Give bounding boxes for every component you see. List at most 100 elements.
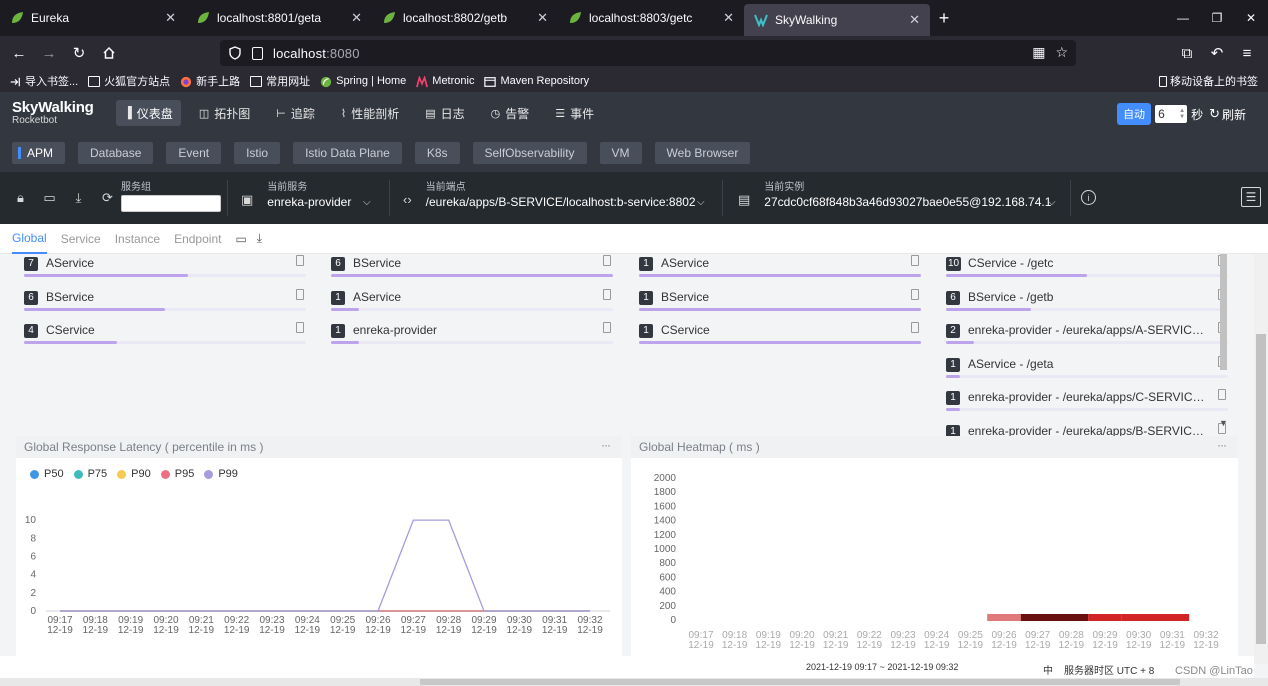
undo-icon[interactable]: ↶ — [1210, 45, 1224, 62]
copy-icon[interactable] — [603, 322, 611, 333]
back-icon[interactable]: ← — [11, 44, 27, 62]
address-bar[interactable]: localhost:8080 ▦ ☆ — [220, 40, 1076, 66]
menu-icon[interactable]: ≡ — [1242, 44, 1252, 62]
list-item[interactable]: 1 AService — [331, 288, 613, 322]
layer-tab[interactable]: K8s — [414, 142, 460, 164]
dashboard-tab[interactable]: Instance — [114, 231, 161, 246]
copy-icon[interactable] — [911, 255, 919, 266]
qr-code-icon[interactable]: ▦ — [1032, 44, 1046, 60]
download-icon[interactable]: ⤓ — [256, 231, 263, 245]
list-item[interactable]: 1 AService - /geta — [946, 355, 1228, 389]
time-range[interactable]: 2021-12-19 09:17 ~ 2021-12-19 09:32 — [806, 662, 959, 672]
layer-tab[interactable]: APM — [12, 142, 66, 164]
legend-item[interactable]: P99 — [204, 468, 238, 480]
bookmark-item[interactable]: 常用网址 — [250, 73, 310, 89]
close-tab-icon[interactable]: ✕ — [909, 12, 920, 27]
layer-tab[interactable]: VM — [599, 142, 642, 164]
folder-open-icon[interactable]: ▭ — [43, 190, 56, 205]
nav-item[interactable]: ◫ 拓扑图 — [191, 100, 258, 126]
list-item[interactable]: 1 AService — [639, 254, 921, 288]
mobile-bookmarks[interactable]: 移动设备上的书签 — [1159, 73, 1258, 89]
browser-tab[interactable]: Eureka ✕ — [0, 0, 186, 36]
copy-icon[interactable] — [1218, 422, 1226, 434]
dashboard-tab[interactable]: Service — [60, 231, 101, 246]
copy-icon[interactable] — [296, 288, 304, 300]
download-icon[interactable]: ⤓ — [75, 190, 82, 205]
nav-item[interactable]: ☰ 事件 — [547, 100, 602, 126]
list-item[interactable]: 1 CService — [639, 321, 921, 355]
chevron-down-icon[interactable]: ▼ — [1219, 418, 1228, 428]
current-service-selector[interactable]: ▣ 当前服务 enreka-provider ⌵ — [241, 182, 386, 210]
close-tab-icon[interactable]: ✕ — [165, 10, 176, 25]
list-item[interactable]: 4 CService — [24, 321, 306, 355]
toggle-panel-icon[interactable]: ☰ — [1241, 187, 1261, 207]
horizontal-scrollbar[interactable] — [0, 678, 1268, 686]
language-toggle[interactable]: 中 — [1043, 666, 1053, 677]
list-item[interactable]: 1 BService — [639, 288, 921, 322]
more-options-icon[interactable]: ··· — [601, 438, 611, 452]
close-tab-icon[interactable]: ✕ — [351, 10, 362, 25]
bookmark-star-icon[interactable]: ☆ — [1055, 44, 1068, 60]
copy-icon[interactable] — [603, 255, 611, 266]
layer-tab[interactable]: Istio Data Plane — [293, 142, 402, 164]
nav-item[interactable]: ⌇ 性能剖析 — [333, 100, 407, 126]
close-tab-icon[interactable]: ✕ — [723, 10, 734, 25]
list-item[interactable]: 6 BService — [331, 254, 613, 288]
browser-tab[interactable]: localhost:8803/getc ✕ — [558, 0, 744, 36]
layer-tab[interactable]: Web Browser — [654, 142, 751, 164]
home-icon[interactable] — [94, 38, 124, 68]
copy-icon[interactable] — [911, 288, 919, 300]
bookmark-item[interactable]: 火狐官方站点 — [88, 73, 170, 89]
bookmark-item[interactable]: Spring | Home — [320, 73, 406, 89]
browser-tab[interactable]: localhost:8802/getb ✕ — [372, 0, 558, 36]
list-item[interactable]: 6 BService - /getb — [946, 288, 1228, 322]
forward-icon[interactable]: → — [41, 44, 57, 62]
list-item[interactable]: 1 enreka-provider — [331, 321, 613, 355]
info-icon[interactable]: i — [1081, 190, 1096, 205]
legend-item[interactable]: P95 — [160, 468, 194, 480]
copy-icon[interactable] — [911, 322, 919, 333]
more-options-icon[interactable]: ··· — [1217, 438, 1227, 452]
page-scrollbar[interactable] — [1254, 254, 1268, 664]
refresh-button[interactable]: ↻ 刷新 — [1209, 106, 1246, 122]
reload-icon[interactable]: ↻ — [72, 45, 86, 62]
minimize-icon[interactable]: — — [1177, 11, 1189, 25]
lock-icon[interactable]: 🔒︎ — [17, 190, 24, 205]
list-item[interactable]: 10 CService - /getc — [946, 254, 1228, 288]
copy-icon[interactable] — [296, 255, 304, 266]
restore-icon[interactable]: ❐ — [1211, 11, 1223, 25]
current-endpoint-selector[interactable]: ‹› 当前端点 /eureka/apps/B-SERVICE/localhost… — [403, 182, 713, 210]
nav-item[interactable]: ◷ 告警 — [483, 100, 538, 126]
legend-item[interactable]: P90 — [117, 468, 151, 480]
service-group-input[interactable] — [121, 195, 221, 212]
auto-refresh-button[interactable]: 自动 — [1117, 103, 1152, 125]
bookmark-item[interactable]: Metronic — [416, 73, 474, 89]
browser-tab[interactable]: SkyWalking ✕ — [744, 4, 930, 36]
layer-tab[interactable]: Database — [78, 142, 154, 164]
screenshot-icon[interactable]: ⧉ — [1181, 44, 1193, 62]
shield-icon[interactable] — [228, 46, 242, 60]
layer-tab[interactable]: SelfObservability — [472, 142, 587, 164]
list-item[interactable]: 2 enreka-provider - /eureka/apps/A-SERVIC… — [946, 321, 1228, 355]
nav-item[interactable]: ⊢ 追踪 — [268, 100, 323, 126]
heatmap-cell[interactable] — [1155, 614, 1190, 621]
bookmark-item[interactable]: Maven Repository — [484, 73, 589, 89]
heatmap-cell[interactable] — [1121, 614, 1156, 621]
new-tab-button[interactable]: + — [938, 7, 950, 28]
heatmap-cell[interactable] — [1088, 614, 1122, 621]
copy-icon[interactable] — [1218, 389, 1226, 400]
folder-icon[interactable]: ▭ — [235, 231, 247, 246]
copy-icon[interactable] — [603, 288, 611, 300]
list-item[interactable]: 1 enreka-provider - /eureka/apps/C-SERVIC… — [946, 388, 1228, 422]
list-item[interactable]: 7 AService — [24, 254, 306, 288]
layer-tab[interactable]: Event — [166, 142, 222, 164]
current-instance-selector[interactable]: ▤ 当前实例 27cdc0cf68f848b3a46d93027bae0e55@… — [738, 182, 1063, 210]
close-window-icon[interactable]: ✕ — [1245, 11, 1257, 25]
close-tab-icon[interactable]: ✕ — [537, 10, 548, 25]
copy-icon[interactable] — [296, 322, 304, 333]
bookmark-item[interactable]: 新手上路 — [180, 73, 240, 89]
legend-item[interactable]: P75 — [73, 468, 107, 480]
legend-item[interactable]: P50 — [30, 468, 64, 480]
heatmap-cell[interactable] — [1054, 614, 1089, 621]
dashboard-tab[interactable]: Endpoint — [174, 231, 222, 246]
